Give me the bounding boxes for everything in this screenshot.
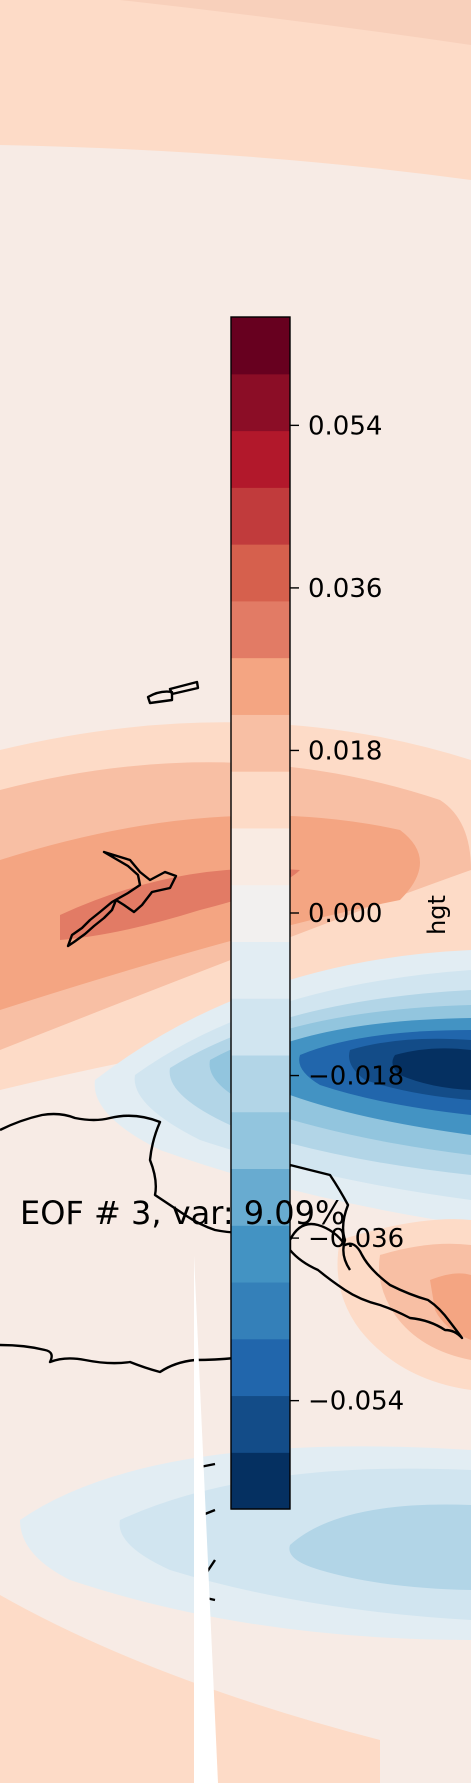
colorbar-segment bbox=[231, 373, 290, 432]
colorbar-segments bbox=[231, 317, 290, 1510]
colorbar-segment bbox=[231, 1168, 290, 1226]
colorbar-segment bbox=[231, 1395, 290, 1453]
colorbar-segment bbox=[231, 487, 290, 545]
colorbar-ticks: 0.054 0.036 0.018 0.000 −0.018 −0.036 −0.054 bbox=[290, 411, 404, 1417]
colorbar-segment bbox=[231, 714, 290, 772]
coastline-south bbox=[0, 1343, 251, 1374]
colorbar-tick-label: −0.036 bbox=[308, 1224, 404, 1254]
colorbar-tick-label: −0.054 bbox=[308, 1387, 404, 1417]
colorbar-segment bbox=[231, 600, 290, 659]
colorbar-segment bbox=[231, 1452, 290, 1510]
colorbar-segment bbox=[231, 771, 290, 829]
colorbar-segment bbox=[231, 544, 290, 602]
figure-title: EOF # 3, var: 9.09% bbox=[20, 1194, 345, 1232]
colorbar-segment bbox=[231, 827, 290, 886]
coastline-small-islands bbox=[146, 680, 200, 705]
colorbar-segment bbox=[231, 430, 290, 488]
colorbar-segment bbox=[231, 657, 290, 715]
colorbar-segment bbox=[231, 1338, 290, 1397]
colorbar-tick-label: 0.018 bbox=[308, 736, 382, 766]
coastline-australia bbox=[0, 1112, 352, 1271]
coastline-new-zealand bbox=[66, 850, 178, 948]
projection-gap bbox=[194, 1255, 218, 1783]
colorbar-segment bbox=[231, 1111, 290, 1170]
coastline-new-guinea bbox=[288, 1222, 464, 1340]
colorbar: 0.054 0.036 0.018 0.000 −0.018 −0.036 −0.054 h… bbox=[230, 316, 451, 1510]
colorbar-segment bbox=[231, 1281, 290, 1340]
colorbar-segment bbox=[231, 998, 290, 1056]
colorbar-segment bbox=[231, 1225, 290, 1283]
colorbar-segment bbox=[231, 1054, 290, 1113]
colorbar-tick-label: 0.054 bbox=[308, 411, 382, 441]
colorbar-tick-label: −0.018 bbox=[308, 1062, 404, 1092]
colorbar-label: hgt bbox=[423, 895, 451, 935]
colorbar-tick-label: 0.036 bbox=[308, 574, 382, 604]
colorbar-tick-label: 0.000 bbox=[308, 899, 382, 929]
colorbar-segment bbox=[231, 884, 290, 942]
colorbar-segment bbox=[231, 317, 290, 375]
colorbar-segment bbox=[231, 941, 290, 999]
